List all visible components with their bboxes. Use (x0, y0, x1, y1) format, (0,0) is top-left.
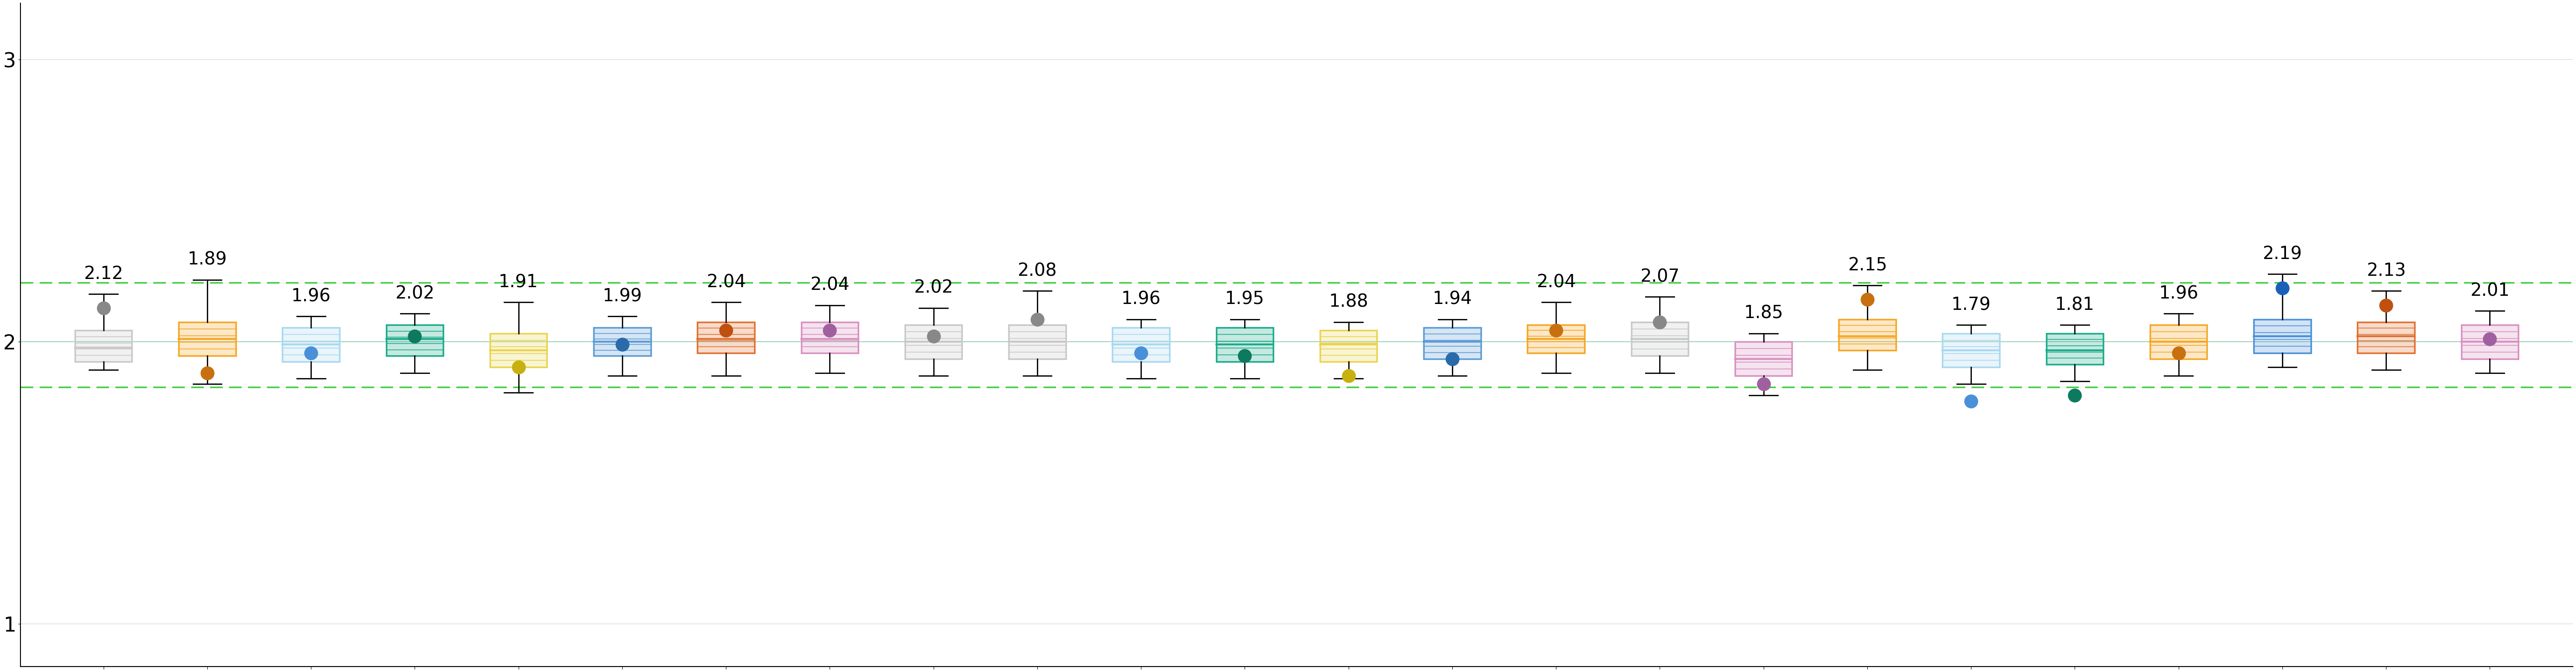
Bar (1216, 328, 1273, 362)
Bar (1113, 328, 1170, 362)
Bar (283, 328, 340, 362)
Text: 1.89: 1.89 (188, 251, 227, 268)
Text: 2.12: 2.12 (85, 265, 124, 282)
Bar (1113, 328, 1170, 362)
Bar (1010, 325, 1066, 359)
Bar (1736, 342, 1793, 376)
Text: 1.96: 1.96 (291, 288, 330, 305)
Bar (1631, 322, 1687, 356)
Bar (489, 333, 546, 367)
Bar (1942, 333, 1999, 367)
Text: 1.91: 1.91 (500, 274, 538, 291)
Text: 1.79: 1.79 (1950, 296, 1991, 314)
Text: 1.96: 1.96 (1121, 291, 1162, 308)
Text: 2.04: 2.04 (706, 274, 744, 291)
Bar (1631, 322, 1687, 356)
Bar (1528, 325, 1584, 353)
Text: 2.13: 2.13 (2367, 263, 2406, 280)
Bar (1216, 328, 1273, 362)
Text: 2.04: 2.04 (809, 277, 850, 294)
Bar (2357, 322, 2414, 353)
Text: 2.02: 2.02 (914, 280, 953, 296)
Bar (698, 322, 755, 353)
Bar (801, 322, 858, 353)
Bar (1528, 325, 1584, 353)
Bar (386, 325, 443, 356)
Text: 1.95: 1.95 (1226, 291, 1265, 308)
Bar (1839, 319, 1896, 350)
Text: 2.15: 2.15 (1847, 257, 1888, 274)
Bar (178, 322, 237, 356)
Bar (2254, 319, 2311, 353)
Text: 2.01: 2.01 (2470, 282, 2509, 300)
Bar (2045, 333, 2105, 364)
Bar (1736, 342, 1793, 376)
Text: 2.07: 2.07 (1641, 268, 1680, 286)
Text: 1.85: 1.85 (1744, 305, 1783, 322)
Text: 1.88: 1.88 (1329, 294, 1368, 310)
Bar (1425, 328, 1481, 359)
Bar (2357, 322, 2414, 353)
Bar (1839, 319, 1896, 350)
Bar (1319, 331, 1378, 362)
Bar (75, 331, 131, 362)
Bar (2151, 325, 2208, 359)
Bar (2460, 325, 2519, 359)
Bar (1010, 325, 1066, 359)
Text: 2.02: 2.02 (394, 285, 435, 302)
Bar (1425, 328, 1481, 359)
Text: 1.99: 1.99 (603, 288, 641, 305)
Text: 1.94: 1.94 (1432, 291, 1471, 308)
Bar (2460, 325, 2519, 359)
Text: 2.04: 2.04 (1535, 274, 1577, 291)
Bar (592, 328, 652, 356)
Bar (75, 331, 131, 362)
Text: 1.96: 1.96 (2159, 285, 2197, 302)
Bar (386, 325, 443, 356)
Bar (283, 328, 340, 362)
Text: 1.81: 1.81 (2056, 296, 2094, 314)
Bar (698, 322, 755, 353)
Bar (489, 333, 546, 367)
Text: 2.19: 2.19 (2262, 245, 2303, 263)
Text: 2.08: 2.08 (1018, 263, 1056, 280)
Bar (904, 325, 961, 359)
Bar (2045, 333, 2105, 364)
Bar (2254, 319, 2311, 353)
Bar (592, 328, 652, 356)
Bar (1942, 333, 1999, 367)
Bar (801, 322, 858, 353)
Bar (904, 325, 961, 359)
Bar (2151, 325, 2208, 359)
Bar (178, 322, 237, 356)
Bar (1319, 331, 1378, 362)
